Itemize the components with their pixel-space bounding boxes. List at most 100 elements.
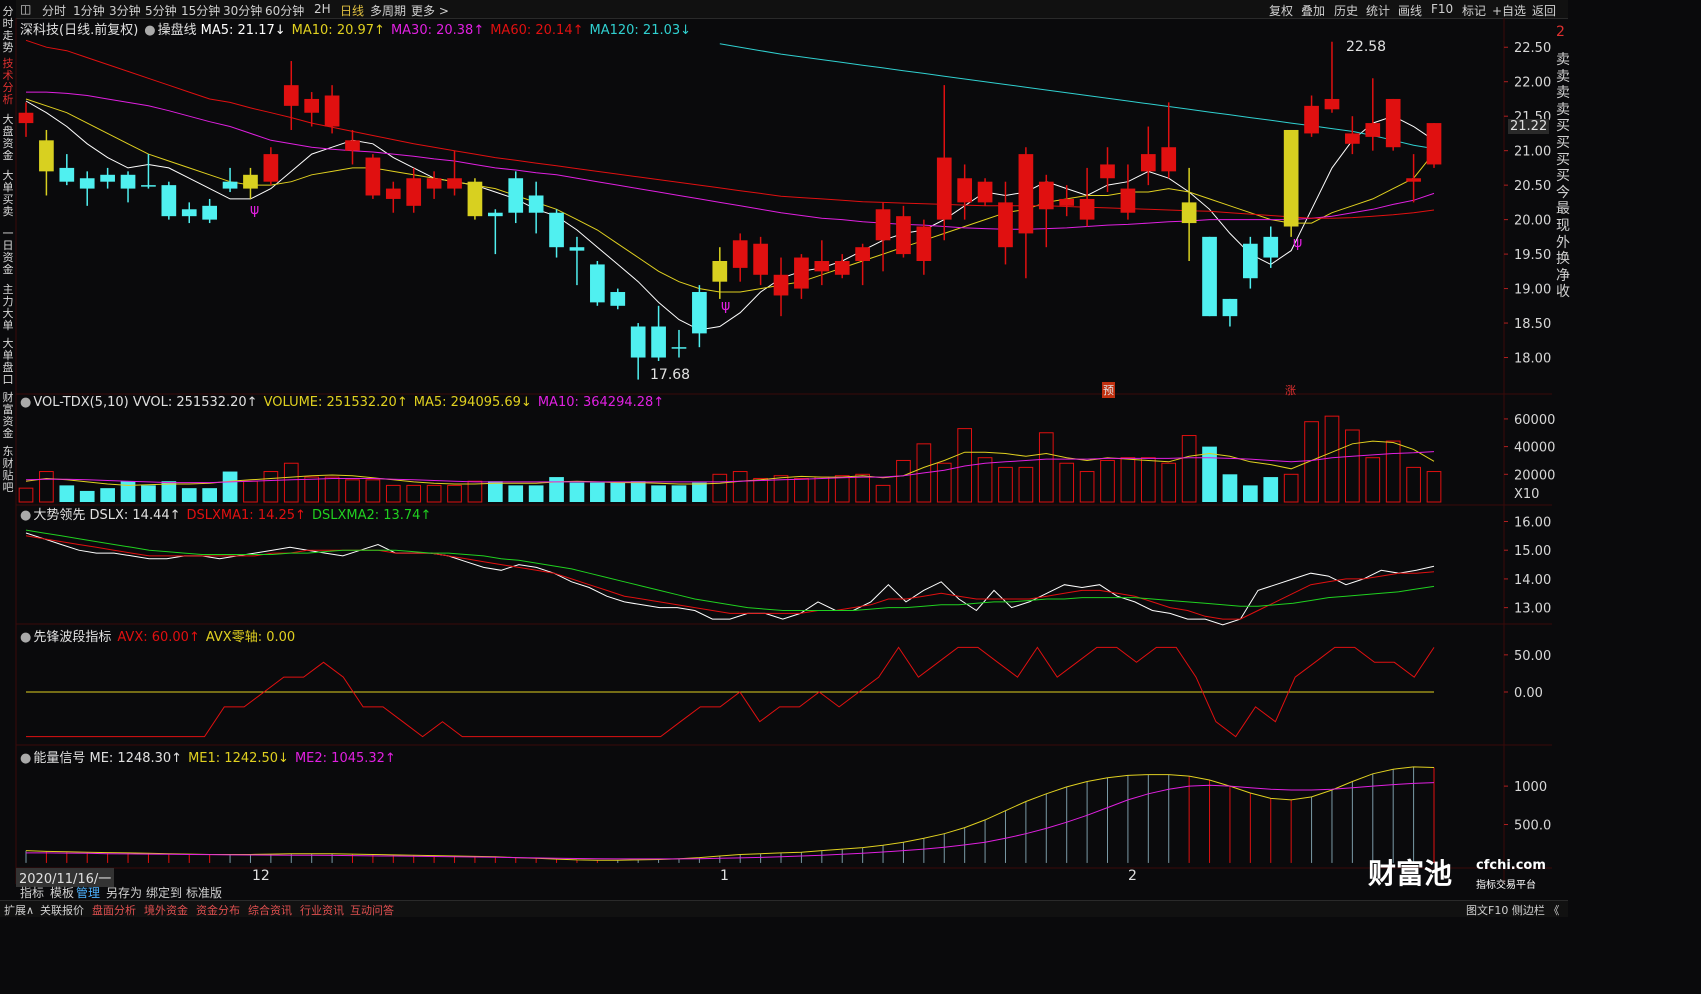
x-axis-month: 1 — [720, 868, 729, 884]
avx-axis-tick-label: 50.00 — [1514, 649, 1551, 664]
zhang-marker: 涨 — [1285, 384, 1296, 397]
volume-bar — [998, 466, 1013, 503]
btn-huaxian[interactable]: 画线 — [1398, 4, 1423, 18]
avx-legend: ● 先锋波段指标 AVX: 60.00↑ AVX零轴: 0.00 — [20, 626, 301, 645]
period-daily[interactable]: 日线 — [340, 4, 365, 18]
volume-bar — [1365, 457, 1381, 503]
left-tab-dadan-maimai[interactable]: 大单买卖 — [2, 169, 14, 218]
period-30min[interactable]: 30分钟 — [223, 4, 263, 18]
tab-f10-sidebar[interactable]: 图文F10 侧边栏 《 — [1466, 904, 1560, 917]
candle-body — [39, 140, 54, 172]
left-tab-dadan-pankou[interactable]: 大单盘口 — [2, 337, 14, 386]
volume-bar — [1222, 474, 1238, 502]
btn-zhibiao[interactable]: 指标 — [20, 886, 45, 900]
candle-body — [610, 292, 626, 306]
vol-ma5-line — [25, 440, 1435, 486]
volume-bar — [487, 481, 503, 502]
tab-expand[interactable]: 扩展∧ — [4, 904, 35, 917]
chart-type-icon[interactable]: ◫ — [20, 2, 32, 16]
btn-diejia[interactable]: 叠加 — [1301, 4, 1326, 18]
candle-body — [324, 95, 340, 127]
btn-lishi[interactable]: 历史 — [1334, 4, 1359, 18]
period-3min[interactable]: 3分钟 — [109, 4, 141, 18]
tab-panmian-fenxi[interactable]: 盘面分析 — [92, 904, 136, 917]
candle-body — [1324, 98, 1340, 110]
tab-hudong-wenda[interactable]: 互动问答 — [350, 904, 394, 917]
volume-bar — [977, 457, 993, 503]
candle-body — [1161, 147, 1177, 172]
indicator-dot-icon: ● — [20, 395, 32, 410]
dslx-title[interactable]: 大势领先 DSLX: 14.44↑ — [33, 508, 181, 523]
candle-body — [222, 181, 238, 189]
volume-bar — [528, 485, 544, 502]
left-tab-caifu-zijin[interactable]: 财富资金 — [2, 391, 14, 440]
btn-guanli[interactable]: 管理 — [76, 886, 101, 900]
candle-body — [161, 185, 177, 217]
watermark-slogan: 指标交易平台 — [1476, 880, 1536, 891]
kline-chart[interactable]: 18.0018.5019.0019.5020.0020.5021.0021.50… — [0, 0, 1568, 916]
btn-zixuan[interactable]: +自选 — [1492, 4, 1527, 18]
tab-guanlian-baojia[interactable]: 关联报价 — [40, 904, 84, 917]
period-1min[interactable]: 1分钟 — [73, 4, 105, 18]
avx-zero: AVX零轴: 0.00 — [205, 630, 296, 645]
left-tab-fenshi[interactable]: 分时走势 — [2, 5, 14, 54]
volume-bar — [814, 476, 830, 503]
btn-fanhui[interactable]: 返回 — [1532, 4, 1557, 18]
period-5min[interactable]: 5分钟 — [145, 4, 177, 18]
candle-body — [447, 178, 462, 189]
candle-body — [671, 347, 687, 349]
btn-biaozhunban[interactable]: 标准版 — [186, 886, 223, 900]
btn-biaoji[interactable]: 标记 — [1462, 4, 1487, 18]
period-fenshi[interactable]: 分时 — [42, 4, 67, 18]
vol-title[interactable]: VOL-TDX(5,10) VVOL: 251532.20↑ — [33, 395, 258, 410]
left-tab-dapan-zijin[interactable]: 大盘资金 — [2, 113, 14, 162]
left-tab-yiri-zijin[interactable]: 一日资金 — [2, 227, 14, 276]
candle-body — [528, 195, 544, 213]
tab-jingwai-zijin[interactable]: 境外资金 — [144, 904, 188, 917]
avx-title[interactable]: 先锋波段指标 — [33, 630, 112, 645]
me-title[interactable]: 能量信号 ME: 1248.30↑ — [33, 751, 183, 766]
dslx-series-dslx — [25, 532, 1435, 626]
volume-bar — [1140, 457, 1156, 503]
period-60min[interactable]: 60分钟 — [265, 4, 305, 18]
left-tab-zhuli-dadan[interactable]: 主力大单 — [2, 283, 14, 332]
candle-body — [263, 154, 279, 182]
candle-body — [243, 174, 258, 189]
candle-body — [977, 181, 993, 203]
indicator-dot-icon: ● — [144, 23, 156, 38]
left-tab-jishu[interactable]: 技术分析 — [2, 57, 14, 106]
ma-line-ma10 — [25, 98, 1435, 293]
dslx-legend: ● 大势领先 DSLX: 14.44↑ DSLXMA1: 14.25↑ DSLXMA2… — [20, 504, 437, 523]
stock-title[interactable]: 深科技(日线.前复权) — [20, 23, 139, 38]
candle-body — [1059, 198, 1075, 206]
period-more[interactable]: 更多 > — [411, 4, 449, 18]
price-axis-tick-label: 22.00 — [1514, 76, 1551, 91]
tab-zonghe-zixun[interactable]: 综合资讯 — [248, 904, 292, 917]
psi-marker: ψ — [250, 202, 260, 218]
candle-body — [712, 260, 728, 282]
tab-hangye-zixun[interactable]: 行业资讯 — [300, 904, 344, 917]
candle-body — [1038, 181, 1054, 210]
volume-bar — [181, 488, 197, 502]
btn-moban[interactable]: 模板 — [50, 886, 75, 900]
left-tab-dongcai-tieba[interactable]: 东财贴吧 — [2, 445, 14, 494]
candle-body — [794, 257, 809, 289]
candle-body — [304, 98, 320, 113]
btn-bangdingdao[interactable]: 绑定到 — [146, 886, 183, 900]
psi-marker: ψ — [1293, 235, 1303, 251]
btn-lingcunwei[interactable]: 另存为 — [106, 886, 143, 900]
indicator-name[interactable]: 操盘线 — [157, 23, 197, 38]
period-2h[interactable]: 2H — [314, 2, 331, 16]
x-axis-date-box: 2020/11/16/一 — [16, 868, 115, 887]
period-15min[interactable]: 15分钟 — [181, 4, 221, 18]
period-multi[interactable]: 多周期 — [370, 4, 407, 18]
volume-bar — [896, 459, 911, 503]
btn-fuquan[interactable]: 复权 — [1269, 4, 1294, 18]
ma10-legend: MA10: 20.97↑ — [291, 23, 385, 38]
price-axis-tick-label: 18.00 — [1514, 352, 1551, 367]
candle-body — [202, 205, 217, 220]
tab-zijin-fenbu[interactable]: 资金分布 — [196, 904, 240, 917]
btn-f10[interactable]: F10 — [1431, 2, 1454, 16]
btn-tongji[interactable]: 统计 — [1366, 4, 1391, 18]
candle-body — [141, 185, 156, 187]
